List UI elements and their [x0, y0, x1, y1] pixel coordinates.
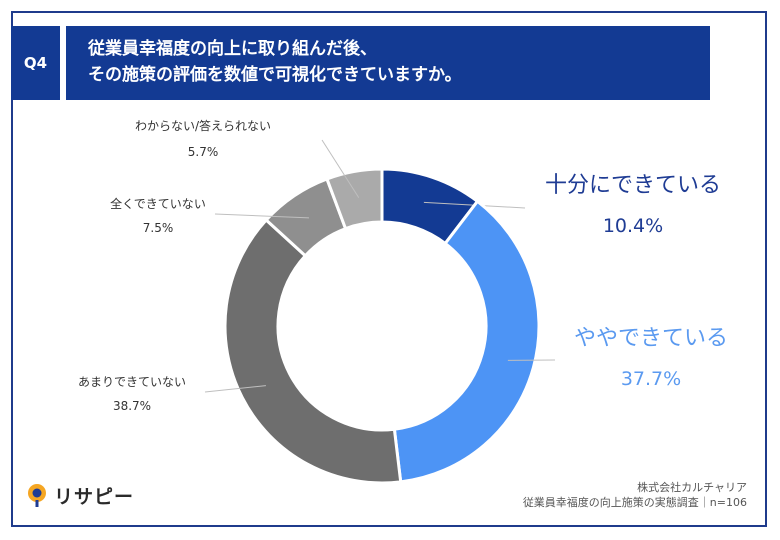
source-company: 株式会社カルチャリア — [637, 481, 747, 494]
logo-text: リサピー — [54, 485, 135, 508]
slice-label: あまりできていない — [78, 375, 186, 389]
logo: リサピー — [26, 482, 134, 508]
slice-value-label: 10.4% — [603, 215, 663, 237]
question-badge: Q4 — [11, 26, 60, 100]
source-survey: 従業員幸福度の向上施策の実態調査｜n=106 — [522, 496, 747, 509]
slice-label: 全くできていない — [110, 196, 206, 211]
slice-value-label: 38.7% — [113, 399, 151, 413]
chart-title: 従業員幸福度の向上に取り組んだ後、 その施策の評価を数値で可視化できていますか。 — [66, 26, 710, 100]
leader-line — [204, 385, 266, 393]
title-line-2: その施策の評価を数値で可視化できていますか。 — [88, 65, 462, 85]
slice-label: 十分にできている — [545, 173, 721, 198]
title-line-1: 従業員幸福度の向上に取り組んだ後、 — [88, 39, 377, 59]
source-note: 株式会社カルチャリア 従業員幸福度の向上施策の実態調査｜n=106 — [523, 480, 747, 510]
slice-value-label: 5.7% — [188, 145, 219, 159]
leader-line — [214, 213, 310, 219]
donut-slice — [392, 199, 541, 484]
leader-line — [321, 139, 360, 198]
slice-label: ややできている — [574, 326, 728, 351]
donut-slice — [223, 217, 403, 485]
logo-pin-icon — [28, 484, 46, 507]
slice-value-label: 7.5% — [143, 221, 174, 235]
slice-value-label: 37.7% — [621, 368, 681, 390]
slice-label: わからない/答えられない — [135, 118, 271, 133]
